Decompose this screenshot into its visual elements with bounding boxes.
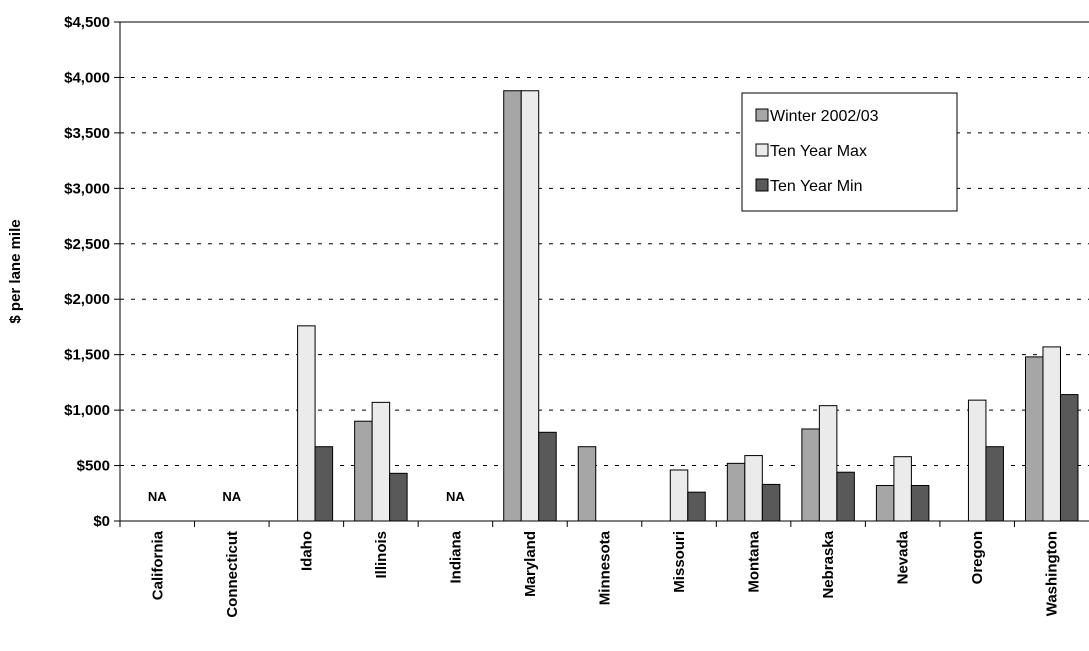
y-tick-label: $2,500	[64, 236, 110, 253]
y-tick-label: $4,500	[64, 14, 110, 31]
y-tick-label: $2,000	[64, 291, 110, 308]
legend-entry: Ten Year Min	[770, 178, 863, 195]
bar-illinois-1	[371, 401, 391, 522]
bar-nevada-0	[875, 485, 895, 522]
x-category-label: California	[149, 530, 166, 600]
bar-maryland-0	[503, 90, 522, 522]
x-category-label: Maryland	[522, 531, 539, 597]
x-category-label: Minnesota	[597, 530, 614, 605]
y-tick-label: $3,500	[64, 125, 110, 142]
bar-maryland-2	[538, 431, 557, 522]
legend-entry: Ten Year Max	[770, 143, 867, 160]
bar-illinois-0	[354, 420, 373, 522]
x-category-label: Washington	[1044, 531, 1061, 616]
bar-montana-2	[761, 483, 781, 522]
axes	[114, 21, 1089, 527]
x-category-label: Nebraska	[820, 530, 837, 598]
bar-nebraska-1	[818, 405, 838, 522]
x-category-label: Missouri	[671, 531, 688, 593]
y-tick-label: $500	[77, 458, 110, 475]
x-category-label: Indiana	[447, 530, 464, 583]
legend-entry: Winter 2002/03	[770, 108, 879, 125]
x-category-labels: California Connecticut Idaho Illinois Indian…	[149, 530, 1060, 617]
bar-oregon-1	[967, 399, 987, 522]
bar-montana-0	[726, 462, 746, 522]
annotations: NA NA NA	[148, 489, 466, 504]
bar-washington-0	[1024, 356, 1044, 522]
legend: Winter 2002/03 Ten Year Max Ten Year Min	[741, 92, 958, 212]
bar-idaho-1	[297, 325, 316, 522]
bars	[297, 90, 1079, 522]
na-annotation: NA	[148, 489, 167, 504]
x-category-label: Illinois	[373, 531, 390, 579]
y-tick-label: $1,500	[64, 347, 110, 364]
bar-nevada-2	[910, 485, 930, 522]
na-annotation: NA	[446, 489, 465, 504]
bar-maryland-1	[520, 90, 540, 522]
na-annotation: NA	[222, 489, 241, 504]
bar-nevada-1	[893, 456, 912, 522]
y-tick-label: $4,000	[64, 69, 110, 86]
y-tick-label: $0	[93, 513, 110, 530]
bar-illinois-2	[389, 472, 408, 522]
y-tick-labels: $0 $500 $1,000 $1,500 $2,000 $2,500 $3,000 $3,5…	[64, 14, 110, 530]
x-category-label: Oregon	[969, 531, 986, 584]
bar-nebraska-0	[801, 428, 820, 522]
bar-nebraska-2	[836, 471, 855, 522]
y-axis-label: $ per lane mile	[7, 219, 24, 323]
bar-missouri-2	[687, 491, 706, 522]
bar-missouri-1	[669, 469, 689, 522]
x-category-label: Idaho	[298, 531, 315, 571]
legend-swatch	[755, 143, 769, 157]
gridlines	[120, 76, 1089, 467]
legend-swatch	[755, 108, 769, 122]
x-category-label: Connecticut	[224, 531, 241, 618]
x-category-label: Nevada	[895, 530, 912, 584]
bar-oregon-2	[985, 446, 1004, 522]
legend-box	[741, 92, 958, 212]
bar-montana-1	[744, 455, 763, 522]
bar-idaho-2	[314, 446, 334, 522]
y-tick-label: $1,000	[64, 402, 110, 419]
bar-washington-2	[1059, 394, 1079, 522]
x-category-label: Montana	[746, 530, 763, 592]
bar-minnesota-0	[577, 446, 597, 522]
y-tick-label: $3,000	[64, 180, 110, 197]
legend-swatch	[755, 178, 769, 192]
bar-washington-1	[1042, 346, 1061, 522]
